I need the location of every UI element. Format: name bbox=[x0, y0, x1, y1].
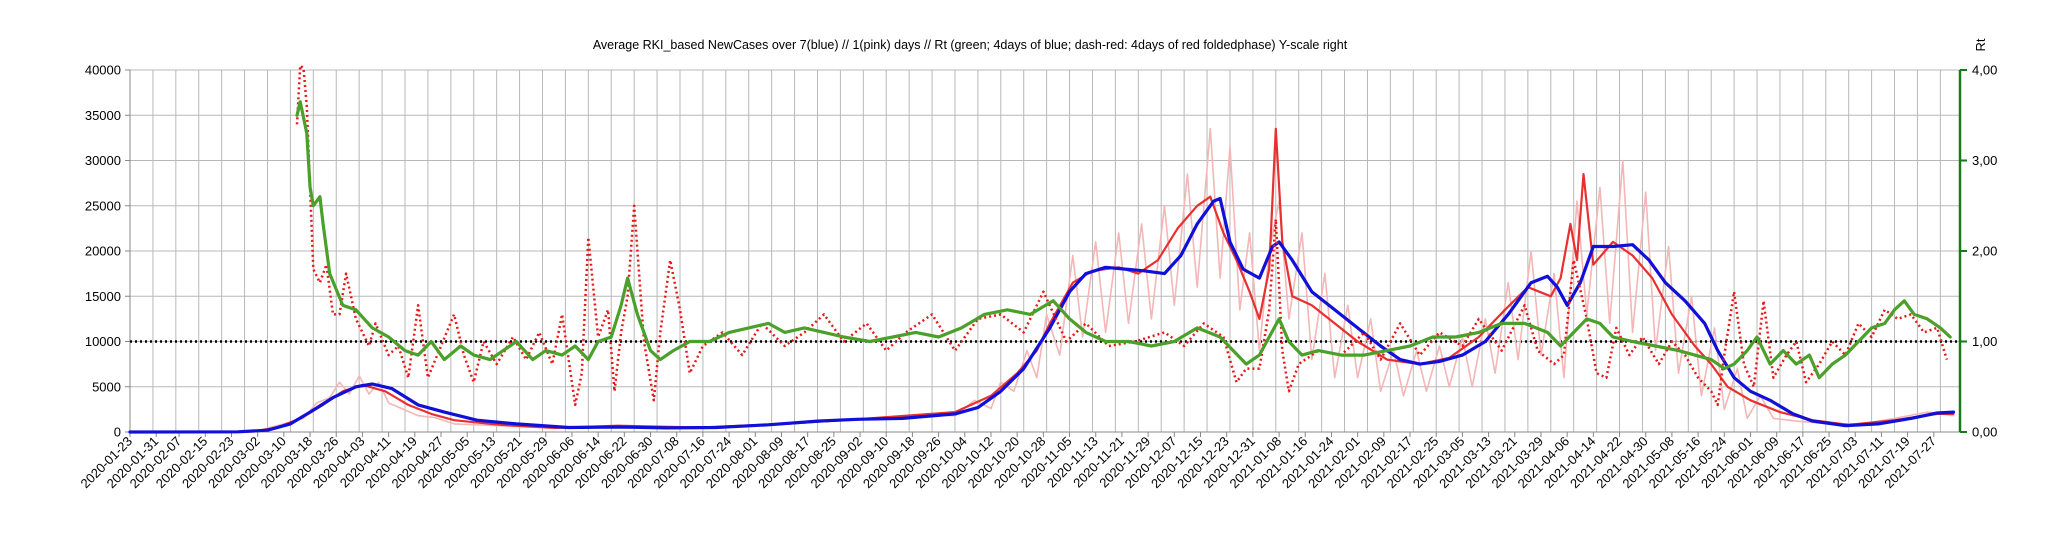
y-tick-label-right: 3,00 bbox=[1972, 153, 1997, 168]
y-tick-label-right: 1,00 bbox=[1972, 334, 1997, 349]
series-line-blue bbox=[128, 196, 1956, 434]
series-layer bbox=[128, 64, 1956, 434]
y-tick-label-right: 4,00 bbox=[1972, 63, 1997, 78]
y-tick-label-left: 15000 bbox=[85, 289, 121, 304]
y-tick-label-left: 10000 bbox=[85, 334, 121, 349]
y-tick-label-left: 0 bbox=[114, 425, 121, 440]
y-tick-label-right: 0,00 bbox=[1972, 425, 1997, 440]
y-tick-label-left: 40000 bbox=[85, 63, 121, 78]
y-tick-label-left: 25000 bbox=[85, 198, 121, 213]
y-tick-label-left: 5000 bbox=[92, 379, 121, 394]
y-tick-label-left: 30000 bbox=[85, 153, 121, 168]
grid-lines bbox=[129, 69, 1960, 433]
y-tick-label-left: 20000 bbox=[85, 244, 121, 259]
series-line-green bbox=[295, 100, 1952, 380]
series-line-red bbox=[128, 127, 1955, 434]
chart-title: Average RKI_based NewCases over 7(blue) … bbox=[593, 38, 1348, 52]
y-tick-label-right: 2,00 bbox=[1972, 244, 1997, 259]
y-tick-label-left: 35000 bbox=[85, 108, 121, 123]
axes bbox=[125, 69, 1967, 437]
right-axis-label: Rt bbox=[1973, 38, 1988, 51]
